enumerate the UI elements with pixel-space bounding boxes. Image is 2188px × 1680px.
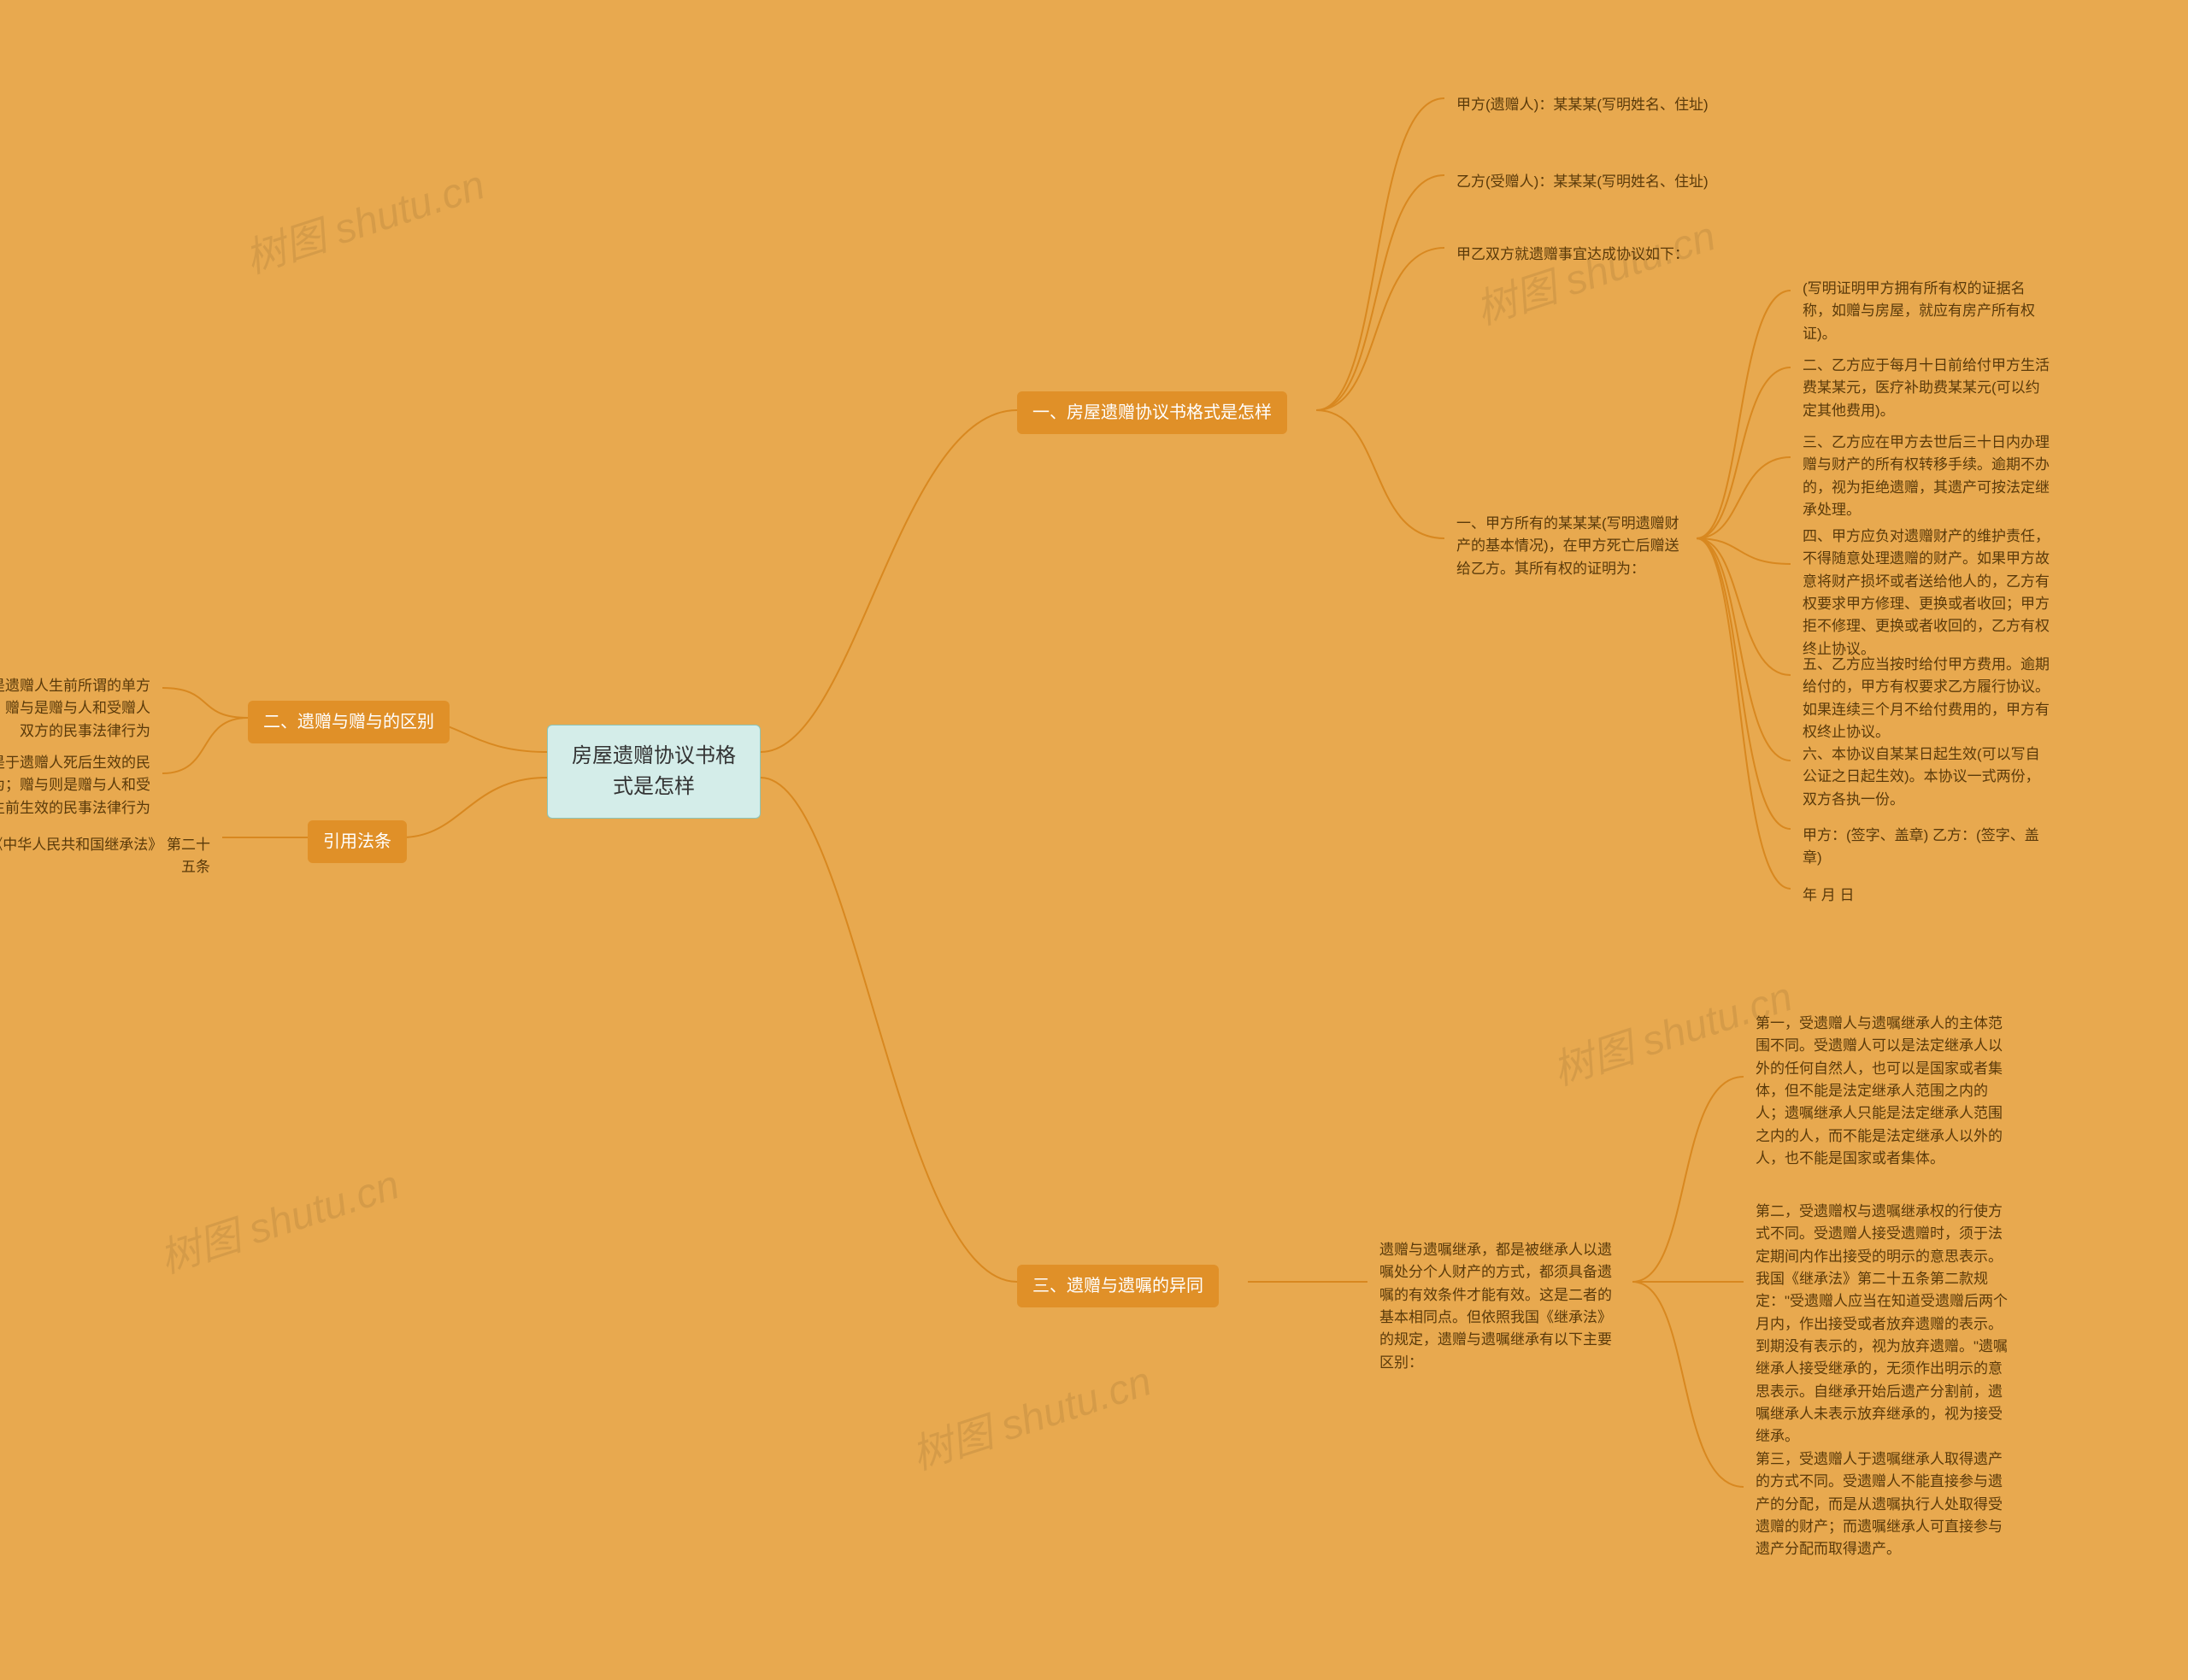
center-node: 房屋遗赠协议书格式是怎样 <box>547 725 761 819</box>
branch-1-item-a: 甲方(遗赠人)：某某某(写明姓名、住址) <box>1444 85 1720 125</box>
branch-1-sub-2: 二、乙方应于每月十日前给付甲方生活费某某元，医疗补助费某某元(可以约定其他费用)… <box>1791 346 2064 431</box>
branch-1-sub-7: 甲方：(签字、盖章) 乙方：(签字、盖章) <box>1791 816 2064 878</box>
branch-3-title: 三、遗赠与遗嘱的异同 <box>1017 1265 1219 1307</box>
branch-1-sub-1: (写明证明甲方拥有所有权的证据名称，如赠与房屋，就应有房产所有权证)。 <box>1791 269 2064 354</box>
watermark: 树图 shutu.cn <box>903 1348 1157 1481</box>
branch-1-sub-3: 三、乙方应在甲方去世后三十日内办理赠与财产的所有权转移手续。逾期不办的，视为拒绝… <box>1791 423 2064 530</box>
branch-3-item-b: 第二，受遗赠权与遗嘱继承权的行使方式不同。受遗赠人接受遗赠时，须于法定期间内作出… <box>1744 1192 2026 1457</box>
branch-1-item-d: 一、甲方所有的某某某(写明遗赠财产的基本情况)，在甲方死亡后赠送给乙方。其所有权… <box>1444 504 1692 589</box>
branch-2-item-b: 2、遗赠是于遗赠人死后生效的民事法律行为；赠与则是赠与人和受赠人生前生效的民事法… <box>0 743 162 828</box>
branch-3-item-a: 第一，受遗赠人与遗嘱继承人的主体范围不同。受遗赠人可以是法定继承人以外的任何自然… <box>1744 1004 2026 1178</box>
branch-1-sub-6: 六、本协议自某某日起生效(可以写自公证之日起生效)。本协议一式两份，双方各执一份… <box>1791 735 2064 819</box>
branch-2-item-a: 1、遗赠是遗赠人生前所谓的单方法律行为；赠与是赠与人和受赠人双方的民事法律行为 <box>0 667 162 751</box>
branch-1-sub-8: 年 月 日 <box>1791 876 1866 915</box>
branch-2-title: 二、遗赠与赠与的区别 <box>248 701 450 743</box>
branch-1-title: 一、房屋遗赠协议书格式是怎样 <box>1017 391 1287 434</box>
branch-4-item-a: [1]《中华人民共和国继承法》 第二十五条 <box>0 825 222 888</box>
branch-1-item-b: 乙方(受赠人)：某某某(写明姓名、住址) <box>1444 162 1720 202</box>
branch-3-item-c: 第三，受遗赠人于遗嘱继承人取得遗产的方式不同。受遗赠人不能直接参与遗产的分配，而… <box>1744 1440 2026 1570</box>
watermark: 树图 shutu.cn <box>236 151 491 285</box>
branch-1-item-c: 甲乙双方就遗赠事宜达成协议如下： <box>1444 235 1701 274</box>
watermark: 树图 shutu.cn <box>150 1151 405 1284</box>
branch-4-title: 引用法条 <box>308 820 407 863</box>
branch-3-mid: 遗赠与遗嘱继承，都是被继承人以遗嘱处分个人财产的方式，都须具备遗嘱的有效条件才能… <box>1368 1231 1632 1383</box>
